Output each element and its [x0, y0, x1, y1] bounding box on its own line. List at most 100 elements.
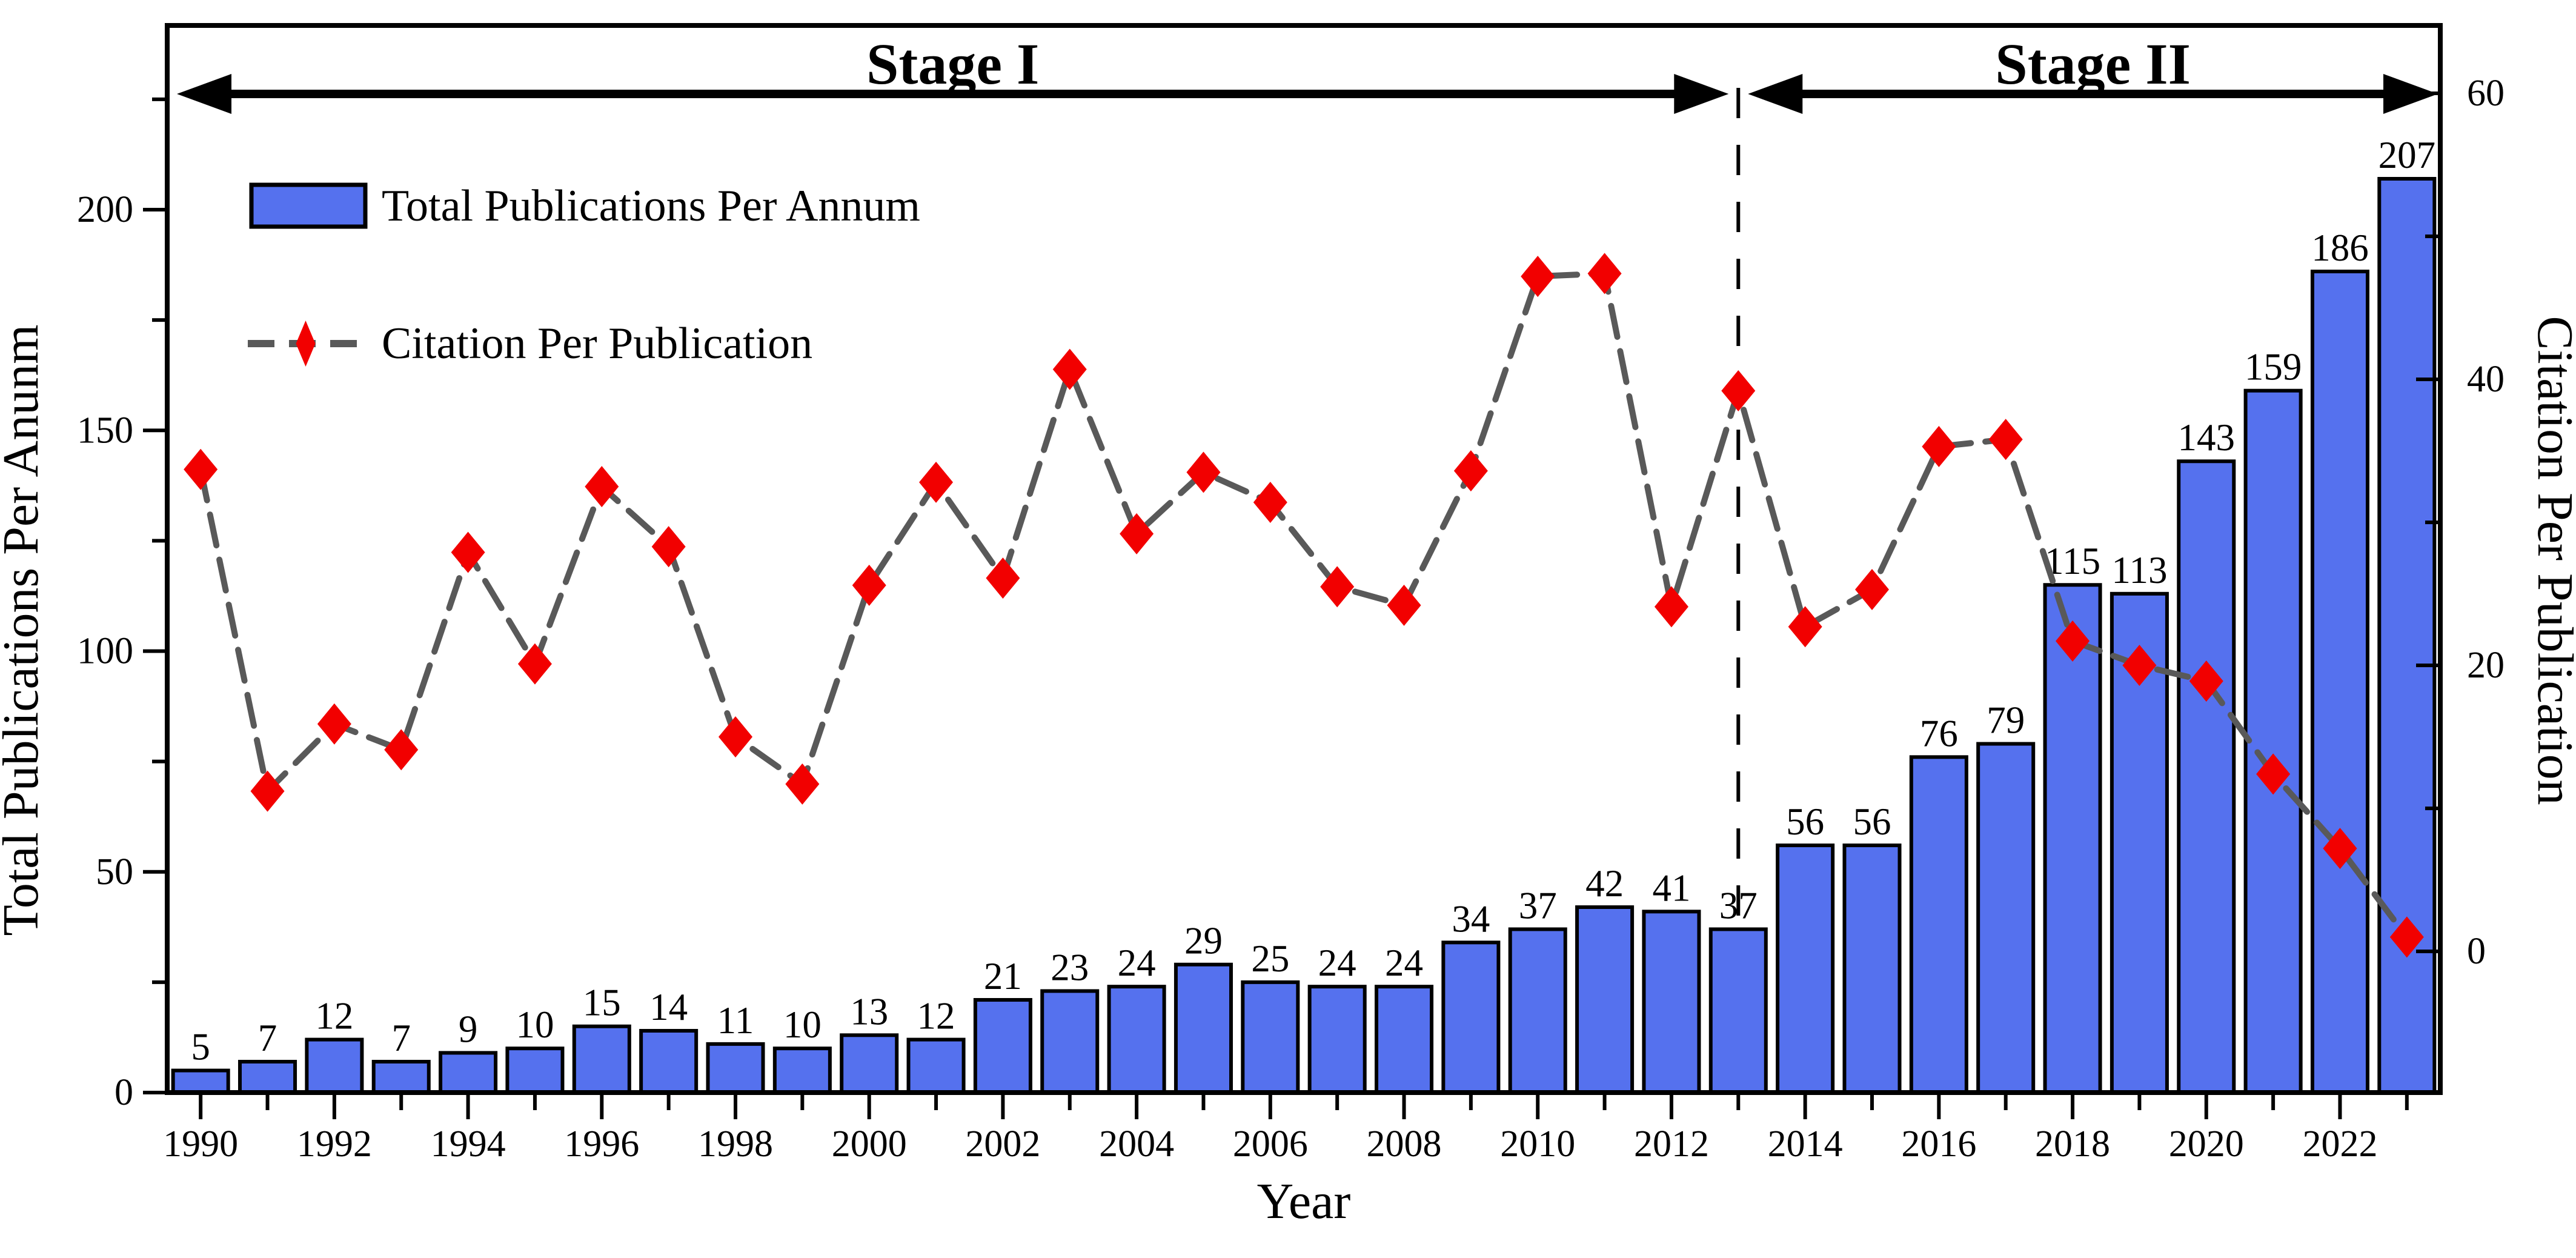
bar-value-label: 34: [1452, 897, 1490, 940]
x-axis-tick-label: 2006: [1233, 1123, 1308, 1165]
data-point-diamond-icon: [2122, 645, 2157, 686]
bar-value-label: 79: [1987, 699, 2025, 741]
data-point-diamond-icon: [1320, 566, 1355, 608]
citation-line-series: [184, 253, 2424, 958]
bar-2011: [1575, 905, 1635, 1095]
bar-2014: [1776, 844, 1835, 1095]
data-point-diamond-icon: [384, 729, 419, 771]
data-point-diamond-icon: [1721, 370, 1756, 411]
bar-1996: [572, 1024, 631, 1094]
data-point-diamond-icon: [785, 763, 820, 805]
plot-frame: [165, 23, 2443, 1095]
x-axis-tick-label: 2014: [1768, 1123, 1843, 1165]
data-point-diamond-icon: [2189, 660, 2223, 702]
arrow-right-head-icon: [1674, 74, 1729, 114]
bar-value-label: 25: [1251, 937, 1289, 980]
left-axis-title: Total Publications Per Anunm: [0, 324, 49, 936]
data-point-diamond-icon: [919, 461, 954, 503]
stage1-arrow: Stage I: [177, 32, 1729, 114]
left-axis-tick-label: 50: [96, 851, 133, 893]
data-point-diamond-icon: [1052, 348, 1087, 390]
bar-value-label: 10: [516, 1003, 554, 1046]
data-point-diamond-icon: [451, 531, 485, 573]
bar-1994: [439, 1051, 498, 1095]
x-axis-tick-label: 2012: [1634, 1123, 1709, 1165]
arrow-left-head-icon: [1748, 74, 1803, 114]
bar-value-label: 12: [917, 995, 955, 1037]
left-axis-tick-label: 100: [77, 631, 133, 672]
data-point-diamond-icon: [651, 526, 686, 568]
x-axis-tick-label: 1996: [564, 1123, 639, 1165]
data-point-diamond-icon: [1587, 253, 1622, 295]
x-axis-tick-label: 1998: [698, 1123, 773, 1165]
stage2-arrow: Stage II: [1748, 32, 2438, 114]
bar-2006: [1241, 980, 1300, 1094]
data-point-diamond-icon: [184, 448, 218, 490]
arrow-right-head-icon: [2383, 74, 2438, 114]
bar-value-label: 7: [391, 1017, 411, 1059]
x-axis-tick-label: 2000: [832, 1123, 907, 1165]
data-point-diamond-icon: [986, 557, 1020, 599]
bar-2016: [1909, 755, 1968, 1094]
x-axis-tick-label: 2016: [1901, 1123, 1976, 1165]
bar-value-label: 24: [1318, 942, 1356, 984]
data-point-diamond-icon: [1453, 450, 1488, 492]
x-axis-tick-label: 1992: [297, 1123, 372, 1165]
legend-bar-swatch-icon: [249, 182, 368, 229]
data-point-diamond-icon: [1988, 419, 2023, 461]
legend-bar-label: Total Publications Per Annum: [382, 181, 920, 231]
bar-1998: [706, 1042, 765, 1094]
left-axis-tick-label: 150: [77, 410, 133, 451]
data-point-diamond-icon: [719, 716, 752, 757]
bar-value-label: 56: [1853, 800, 1891, 843]
data-point-diamond-icon: [1654, 586, 1688, 628]
data-point-diamond-icon: [1120, 513, 1154, 554]
data-point-diamond-icon: [852, 564, 886, 606]
bar-value-label: 14: [649, 986, 688, 1028]
right-axis-tick-label: 0: [2467, 931, 2486, 972]
right-axis-tick-label: 60: [2467, 73, 2505, 114]
bar-1997: [639, 1029, 699, 1095]
bar-2018: [2043, 583, 2102, 1094]
bar-value-label: 186: [2311, 227, 2369, 269]
bar-2007: [1307, 985, 1367, 1095]
bar-2010: [1508, 927, 1567, 1094]
data-point-diamond-icon: [2056, 620, 2090, 662]
bar-2013: [1708, 927, 1768, 1094]
bar-2009: [1441, 940, 1501, 1095]
bar-value-label: 24: [1385, 942, 1423, 984]
stage2-arrow-label: Stage II: [1995, 32, 2191, 96]
data-point-diamond-icon: [1788, 606, 1822, 648]
bar-value-label: 143: [2178, 416, 2236, 459]
bar-value-label: 15: [583, 982, 621, 1024]
legend: Total Publications Per Annum Citation Per…: [248, 181, 920, 368]
data-point-diamond-icon: [1855, 568, 1889, 610]
data-point-diamond-icon: [317, 703, 351, 745]
legend-line-label: Citation Per Publication: [382, 319, 812, 368]
bar-2002: [973, 998, 1032, 1095]
bar-value-label: 7: [258, 1017, 277, 1059]
bar-value-label: 37: [1719, 884, 1758, 927]
bar-2012: [1642, 910, 1701, 1094]
x-axis-tick-label: 1990: [163, 1123, 238, 1165]
bar-2000: [840, 1033, 899, 1095]
bar-2020: [2177, 459, 2236, 1094]
bar-value-label: 10: [783, 1003, 822, 1046]
right-axis-tick-label: 20: [2467, 645, 2505, 686]
bar-2015: [1842, 844, 1902, 1095]
data-point-diamond-icon: [250, 770, 285, 812]
right-axis: 0 20 40 60: [2416, 73, 2505, 972]
x-axis: 1990 1992 1994 1996 1998 2000 2002 2004 2006 2008…: [163, 1095, 2409, 1165]
data-point-diamond-icon: [2323, 828, 2357, 870]
data-point-diamond-icon: [1387, 584, 1421, 626]
x-axis-tick-label: 2018: [2035, 1123, 2110, 1165]
bar-value-label: 159: [2245, 346, 2302, 388]
bar-value-label: 21: [984, 955, 1022, 997]
data-point-diamond-icon: [1521, 256, 1555, 298]
bar-value-label: 113: [2111, 549, 2167, 591]
x-axis-tick-label: 2010: [1500, 1123, 1575, 1165]
x-axis-tick-label: 2022: [2302, 1123, 2377, 1165]
bar-2005: [1173, 962, 1233, 1094]
